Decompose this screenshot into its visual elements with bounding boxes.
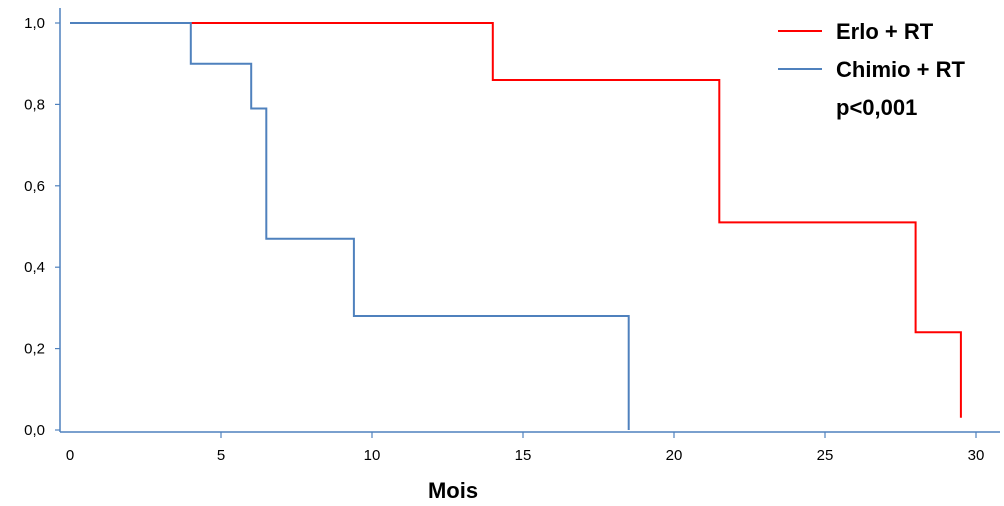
x-tick-label: 10 [364,447,381,464]
legend-label: Erlo + RT [836,19,934,44]
legend: Erlo + RT Chimio + RT [778,19,966,82]
x-tick-label: 25 [817,447,834,464]
x-tick-label: 0 [66,447,74,464]
y-tick-label: 0,6 [24,178,45,195]
y-tick-label: 0,0 [24,422,45,439]
series-line-chimio-rt [70,22,630,430]
y-tick-label: 0,2 [24,341,45,358]
series-line-erlo-rt [70,22,962,418]
legend-label: Chimio + RT [836,57,966,82]
y-tick-label: 0,8 [24,96,45,113]
x-axis-title: Mois [428,478,478,503]
x-ticks: 0 5 10 15 20 25 30 [66,432,985,464]
axes [59,8,1000,433]
x-tick-label: 5 [217,447,225,464]
x-tick-label: 15 [515,447,532,464]
x-tick-label: 30 [968,447,985,464]
series-layer [70,22,962,430]
y-tick-label: 1,0 [24,15,45,32]
p-value-annotation: p<0,001 [836,95,917,120]
x-tick-label: 20 [666,447,683,464]
y-tick-label: 0,4 [24,259,45,276]
y-ticks: 0,0 0,2 0,4 0,6 0,8 1,0 [24,15,60,439]
